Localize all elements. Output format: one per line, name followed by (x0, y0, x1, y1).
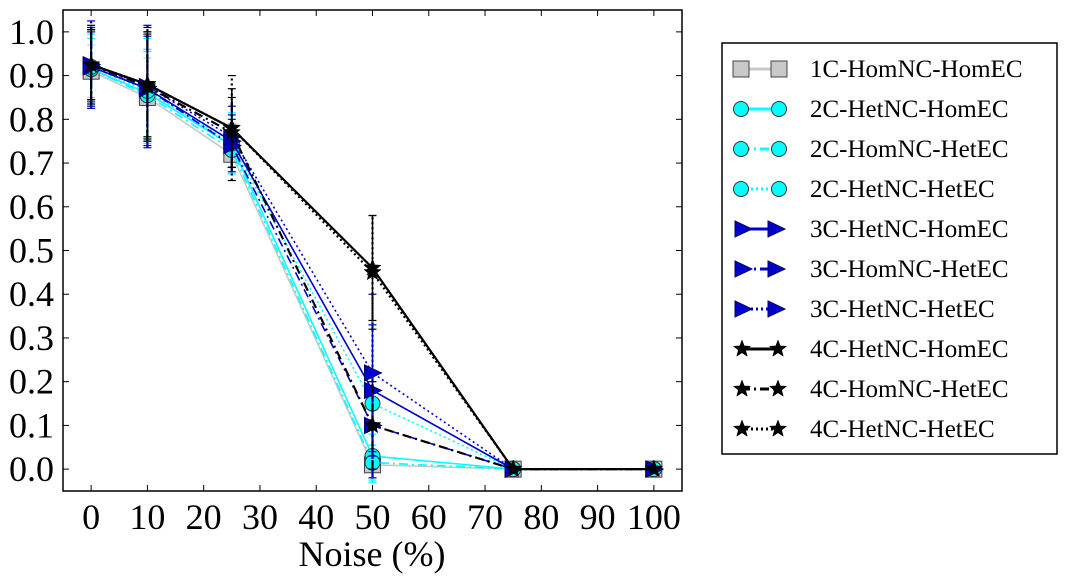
legend-item: 2C-HetNC-HomEC (733, 96, 1009, 123)
x-tick-label: 10 (129, 497, 165, 537)
legend: 1C-HomNC-HomEC 2C-HetNC-HomEC 2C-HomNC-Het… (721, 42, 1058, 455)
x-tick-label: 60 (411, 497, 447, 537)
legend-label: 4C-HetNC-HomEC (810, 336, 1009, 363)
legend-marker (771, 181, 787, 197)
data-point (363, 262, 382, 281)
data-point (222, 118, 242, 136)
data-point (503, 459, 523, 477)
legend-item: 2C-HetNC-HetEC (733, 176, 995, 203)
legend-marker (770, 60, 788, 78)
y-tick-label: 0.9 (9, 56, 54, 96)
legend-marker (733, 141, 749, 157)
legend-marker (732, 379, 752, 397)
legend-label: 4C-HetNC-HetEC (810, 416, 995, 443)
legend-item: 4C-HetNC-HetEC (732, 416, 995, 443)
legend-label: 3C-HomNC-HetEC (810, 256, 1009, 283)
legend-label: 2C-HetNC-HomEC (810, 96, 1009, 123)
x-tick-label: 50 (355, 497, 391, 537)
legend-item: 3C-HetNC-HetEC (734, 296, 995, 323)
y-tick-label: 0.2 (9, 362, 54, 402)
x-tick-label: 70 (467, 497, 503, 537)
legend-label: 2C-HomNC-HetEC (810, 136, 1009, 163)
legend-marker (733, 181, 749, 197)
legend-item: 4C-HomNC-HetEC (732, 376, 1009, 403)
data-point (364, 364, 383, 382)
legend-marker (734, 300, 754, 318)
legend-item: 3C-HomNC-HetEC (734, 256, 1009, 283)
legend-marker (733, 101, 749, 117)
y-tick-label: 0.5 (9, 231, 54, 271)
legend-label: 4C-HomNC-HetEC (810, 376, 1009, 403)
legend-marker (734, 260, 754, 278)
data-point (644, 459, 664, 477)
y-tick-label: 0.8 (9, 99, 54, 139)
legend-label: 2C-HetNC-HetEC (810, 176, 995, 203)
y-tick-label: 0.7 (9, 143, 54, 183)
legend-marker (771, 101, 787, 117)
y-tick-label: 0.6 (9, 187, 54, 227)
x-axis-label: Noise (%) (299, 534, 446, 574)
y-tick-label: 0.1 (9, 405, 54, 445)
y-tick-label: 1.0 (9, 12, 54, 52)
data-point (81, 54, 101, 73)
legend-marker (732, 339, 752, 357)
legend-item: 3C-HetNC-HomEC (734, 216, 1009, 243)
x-tick-label: 80 (523, 497, 559, 537)
legend-marker (771, 141, 787, 157)
legend-item: 4C-HetNC-HomEC (732, 336, 1009, 363)
series-layer (81, 20, 665, 483)
legend-label: 3C-HetNC-HomEC (810, 216, 1009, 243)
legend-item: 2C-HomNC-HetEC (733, 136, 1009, 163)
legend-marker (732, 60, 750, 78)
legend-item: 1C-HomNC-HomEC (732, 56, 1023, 83)
x-tick-label: 90 (580, 497, 616, 537)
data-point (363, 415, 382, 434)
legend-label: 1C-HomNC-HomEC (810, 56, 1023, 83)
x-tick-label: 0 (82, 497, 100, 537)
legend-marker (767, 220, 787, 238)
x-tick-label: 30 (242, 497, 278, 537)
legend-marker (767, 260, 787, 278)
data-point (138, 74, 157, 93)
axis-ticks (63, 10, 682, 491)
plot-frame (62, 9, 683, 492)
legend-marker (732, 419, 752, 437)
legend-marker (768, 339, 788, 357)
legend-marker (734, 220, 754, 238)
x-tick-label: 100 (627, 497, 681, 537)
legend-marker (767, 300, 787, 318)
x-tick-label: 40 (298, 497, 334, 537)
tick-labels: 0 10 20 30 40 50 60 70 80 90 100 0.00.10.20.30.40.5… (9, 12, 681, 537)
x-tick-label: 20 (186, 497, 222, 537)
series-line (90, 63, 654, 470)
legend-marker (768, 419, 788, 437)
legend-marker (768, 379, 788, 397)
y-tick-label: 0.0 (9, 449, 54, 489)
y-tick-label: 0.4 (9, 274, 54, 314)
series-4C-HetNC-HetEC (81, 24, 664, 477)
legend-label: 3C-HetNC-HetEC (810, 296, 995, 323)
series-line (90, 63, 654, 471)
y-tick-label: 0.3 (9, 318, 54, 358)
